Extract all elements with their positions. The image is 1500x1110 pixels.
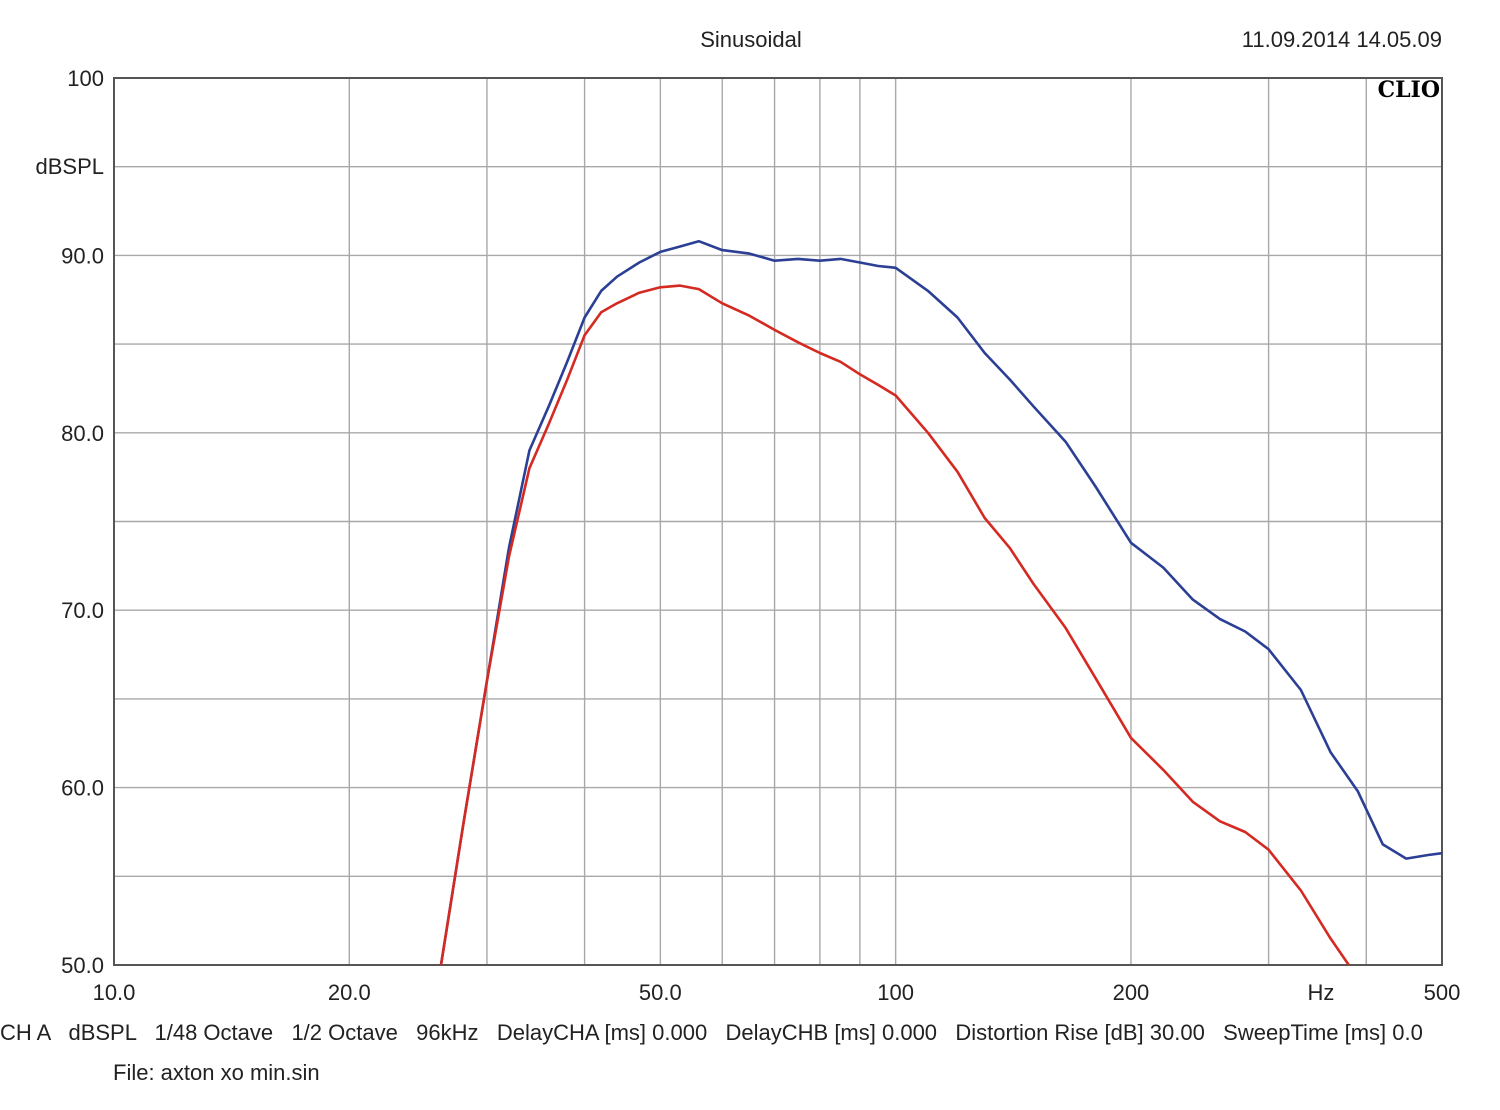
y-tick-label: 90.0 <box>61 243 104 268</box>
y-tick-label: 60.0 <box>61 776 104 801</box>
x-tick-label: 50.0 <box>639 980 682 1005</box>
chart-title: Sinusoidal <box>700 27 802 52</box>
clio-logo: CLIO <box>1378 77 1440 103</box>
x-axis-unit-label: Hz <box>1308 980 1335 1005</box>
series-line-red <box>439 284 1350 966</box>
timestamp: 11.09.2014 14.05.09 <box>1242 27 1442 52</box>
y-tick-label: 70.0 <box>61 598 104 623</box>
tick-labels: 10.0 20.0 50.0 100 200 500 50.0 60.0 70.0 80.0 90.… <box>61 66 1460 1005</box>
x-tick-label: 100 <box>877 980 914 1005</box>
x-tick-label: 200 <box>1113 980 1150 1005</box>
series-group <box>439 239 1443 966</box>
file-name: File: axton xo min.sin <box>113 1060 320 1085</box>
series-line-blue <box>439 239 1443 966</box>
y-tick-label: 50.0 <box>61 953 104 978</box>
x-tick-label: 500 <box>1424 980 1461 1005</box>
y-axis-label: dBSPL <box>36 154 105 179</box>
settings-line: CH A dBSPL 1/48 Octave 1/2 Octave 96kHz … <box>0 1020 1423 1045</box>
x-tick-label: 10.0 <box>93 980 136 1005</box>
x-tick-label: 20.0 <box>328 980 371 1005</box>
y-tick-label: 80.0 <box>61 421 104 446</box>
plot-frame <box>113 77 1443 966</box>
y-tick-label: 100 <box>67 66 104 91</box>
